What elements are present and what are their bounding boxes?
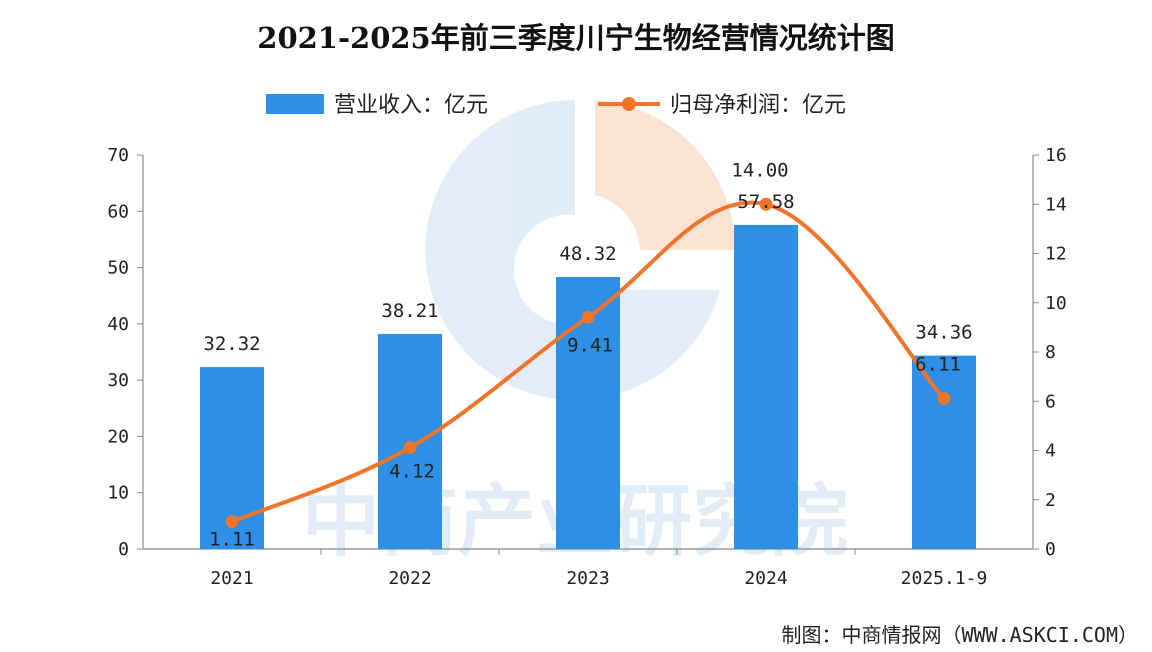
- y-right-tick-label: 10: [1045, 293, 1067, 314]
- profit-value-label: 4.12: [389, 461, 435, 483]
- y-right-tick-label: 2: [1045, 490, 1056, 511]
- profit-point-2022: [403, 441, 417, 455]
- y-left-tick-label: 10: [107, 483, 129, 504]
- bar-series: [200, 224, 976, 549]
- line-series: [225, 197, 951, 529]
- watermark-logo: [425, 100, 736, 400]
- y-left-tick-label: 30: [107, 370, 129, 391]
- y-left-tick-label: 50: [107, 258, 129, 279]
- legend-bar-label: 营业收入：亿元: [334, 93, 488, 118]
- y-left-ticks: 0 10 20 30 40 50 60 70: [107, 145, 143, 560]
- x-category-label: 2024: [744, 568, 787, 589]
- y-right-ticks: 0 2 4 6 8 10 12 14 16: [1033, 145, 1067, 560]
- bar-value-label: 34.36: [915, 322, 972, 344]
- bar-2025.1-9: [912, 355, 976, 549]
- profit-line: [231, 200, 946, 524]
- legend: 营业收入：亿元 归母净利润：亿元: [266, 93, 846, 118]
- y-left-tick-label: 60: [107, 201, 129, 222]
- profit-value-label: 6.11: [915, 354, 961, 376]
- x-category-label: 2023: [566, 568, 609, 589]
- y-left-tick-label: 70: [107, 145, 129, 166]
- y-right-tick-label: 16: [1045, 145, 1067, 166]
- data-labels: 32.32 38.21 48.32 57.58 34.36 1.11 4.12 9.41 14.…: [203, 159, 972, 550]
- y-left-tick-label: 0: [118, 539, 129, 560]
- source-credit: 制图：中商情报网（WWW.ASKCI.COM）: [781, 623, 1138, 647]
- profit-value-label: 9.41: [567, 334, 613, 356]
- profit-point-2021: [225, 515, 239, 529]
- bar-value-label: 57.58: [737, 191, 794, 213]
- bar-2024: [734, 224, 798, 549]
- y-right-tick-label: 8: [1045, 342, 1056, 363]
- x-category-label: 2025.1-9: [901, 568, 988, 589]
- y-right-tick-label: 12: [1045, 244, 1067, 265]
- profit-point-2025.1-9: [937, 392, 951, 406]
- profit-point-2023: [581, 310, 595, 324]
- x-category-label: 2021: [210, 568, 253, 589]
- profit-value-label: 1.11: [209, 529, 255, 551]
- x-category-label: 2022: [388, 568, 431, 589]
- y-right-tick-label: 6: [1045, 391, 1056, 412]
- bar-value-label: 32.32: [203, 333, 260, 355]
- profit-point-2024: [759, 197, 773, 211]
- y-left-tick-label: 40: [107, 314, 129, 335]
- legend-line-label: 归母净利润：亿元: [670, 93, 846, 118]
- legend-bar-swatch: [266, 94, 324, 114]
- bar-value-label: 48.32: [559, 243, 616, 265]
- y-right-tick-label: 14: [1045, 194, 1067, 215]
- bar-value-label: 38.21: [381, 300, 438, 322]
- y-left-tick-label: 20: [107, 426, 129, 447]
- profit-value-label: 14.00: [731, 159, 788, 181]
- chart-title: 2021-2025年前三季度川宁生物经营情况统计图: [257, 21, 894, 55]
- legend-line-marker: [622, 97, 636, 111]
- y-right-tick-label: 0: [1045, 539, 1056, 560]
- y-right-tick-label: 4: [1045, 441, 1056, 462]
- x-categories: 2021 2022 2023 2024 2025.1-9: [210, 549, 987, 589]
